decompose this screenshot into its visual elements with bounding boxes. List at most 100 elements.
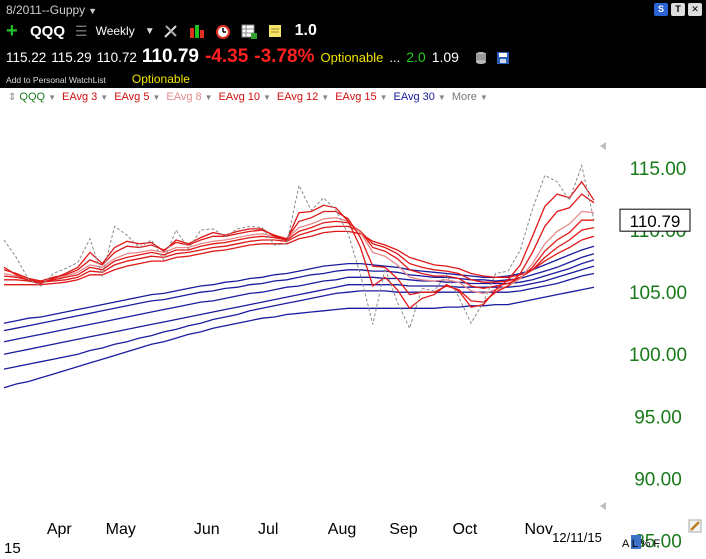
green-value: 2.0 (406, 49, 426, 65)
series-line (3, 219, 594, 290)
legend-label: QQQ (19, 91, 46, 103)
low-price: 110.72 (96, 50, 137, 65)
header-panel: 8/2011--Guppy ▼ S T ✕ + QQQ ☰ Weekly ▼ 1.… (0, 0, 706, 88)
last-price-box (619, 208, 691, 232)
date-label: 12/11/15 (552, 530, 602, 545)
last-price: 110.79 (141, 46, 199, 67)
high-price: 115.29 (51, 50, 92, 65)
series-line (3, 286, 595, 389)
t-icon[interactable]: T (671, 3, 685, 16)
chevron-down-icon: ▼ (437, 93, 446, 102)
optionable-label-2: Optionable (131, 72, 190, 86)
legend-item[interactable]: EAvg 15 ▼ (335, 91, 387, 103)
legend-item[interactable]: EAvg 5 ▼ (114, 91, 160, 103)
legend-label: EAvg 30 (393, 91, 435, 103)
legend-item[interactable]: EAvg 8 ▼ (166, 91, 212, 103)
s-icon[interactable]: S (654, 3, 668, 16)
price-change: -4.35 (204, 46, 249, 67)
bar-chart-icon[interactable] (187, 23, 207, 39)
open-price: 115.22 (6, 50, 47, 65)
alarm-clock-icon[interactable] (213, 23, 233, 39)
series-line (3, 180, 595, 310)
chevron-down-icon: ▼ (100, 93, 109, 102)
chevron-down-icon: ▼ (262, 93, 271, 102)
tools-icon[interactable] (161, 23, 181, 39)
legend-label: EAvg 12 (276, 91, 319, 103)
y-tick-label: 90.00 (634, 469, 682, 490)
layout-title: 8/2011--Guppy (6, 3, 86, 17)
more-ellipsis[interactable]: ... (389, 50, 401, 65)
series-line (3, 245, 595, 324)
close-icon[interactable]: ✕ (688, 3, 702, 16)
x-tick-label: Apr (47, 521, 73, 538)
legend-item[interactable]: QQQ ▼ (19, 91, 56, 103)
x-tick-label: Jul (258, 521, 278, 538)
x-tick-label: Sep (389, 521, 418, 538)
symbol-toolbar: + QQQ ☰ Weekly ▼ 1.0 (6, 21, 317, 41)
scroll-marker-icon (600, 142, 606, 150)
y-tick-label: 95.00 (634, 407, 682, 428)
legend-item[interactable]: More ▼ (452, 91, 488, 103)
grid-add-icon[interactable] (239, 23, 259, 39)
database-icon[interactable] (471, 50, 491, 66)
x-tick-label: Oct (452, 521, 477, 538)
save-icon[interactable] (493, 50, 513, 66)
chevron-down-icon[interactable]: ▼ (144, 25, 155, 37)
list-icon[interactable]: ☰ (75, 22, 88, 39)
chevron-down-icon: ▼ (204, 93, 213, 102)
note-icon[interactable] (265, 23, 285, 39)
last-price-label: 110.79 (630, 212, 681, 231)
series-line (4, 225, 595, 283)
y-tick-label: 105.00 (629, 283, 687, 304)
price-change-pct: -3.78% (254, 46, 315, 67)
x-tick-label: May (106, 521, 136, 538)
scale-value: 1.0 (294, 22, 317, 39)
legend-label: EAvg 3 (61, 91, 98, 103)
legend-item[interactable]: EAvg 12 ▼ (277, 91, 329, 103)
series-line (3, 193, 595, 303)
y-tick-label: 100.00 (629, 345, 687, 366)
x-tick-label: Jun (194, 521, 220, 538)
legend-item[interactable]: EAvg 3 ▼ (62, 91, 108, 103)
quote-row: 115.22 115.29 110.72 110.79 -4.35 -3.78%… (6, 46, 513, 70)
x-tick-label: Nov (524, 521, 552, 538)
layout-selector[interactable]: 8/2011--Guppy ▼ (6, 3, 97, 17)
series-line (3, 265, 595, 355)
pencil-icon[interactable] (688, 519, 702, 533)
drag-handle-icon[interactable]: ⇕ (8, 91, 17, 103)
optionable-label: Optionable (320, 50, 384, 65)
legend-label: EAvg 10 (218, 91, 260, 103)
chevron-down-icon: ▼ (48, 93, 56, 102)
chevron-down-icon: ▼ (479, 93, 488, 102)
chevron-down-icon: ▼ (379, 93, 388, 102)
x-tick-label: Aug (328, 521, 356, 538)
period-select[interactable]: Weekly (95, 24, 135, 38)
scroll-marker-icon (600, 502, 606, 510)
y-tick-label: 115.00 (630, 159, 687, 180)
pencil-icon-body (690, 521, 700, 531)
legend-label: EAvg 8 (166, 91, 202, 103)
add-watchlist-link[interactable]: Add to Personal WatchList (6, 75, 106, 85)
legend-item[interactable]: EAvg 10 ▼ (219, 91, 271, 103)
legend-label: EAvg 15 (335, 91, 377, 103)
white-value: 1.09 (431, 49, 459, 65)
price-chart[interactable]: 115.00110.00105.00100.0095.0090.0085.001… (0, 106, 706, 559)
bottom-left-label: 15 (4, 540, 21, 557)
series-line (3, 253, 595, 332)
chevron-down-icon: ▼ (152, 93, 161, 102)
chevron-down-icon: ▼ (88, 6, 98, 16)
scale-selector[interactable]: A L % F (622, 538, 660, 550)
add-plus-icon[interactable]: + (6, 20, 18, 42)
watchlist-row: Add to Personal WatchList Optionable (6, 72, 190, 86)
legend-item[interactable]: EAvg 30 ▼ (394, 91, 446, 103)
symbol-field[interactable]: QQQ (30, 22, 66, 40)
legend-label: More (451, 91, 477, 103)
window-controls: S T ✕ (654, 3, 702, 16)
chevron-down-icon: ▼ (321, 93, 330, 102)
y-tick-label: 85.00 (634, 531, 682, 552)
series-line (3, 259, 595, 343)
price-line (3, 163, 595, 330)
legend-label: EAvg 5 (114, 91, 150, 103)
log-scale-highlight (631, 535, 641, 549)
indicator-legend: ⇕ QQQ ▼ EAvg 3 ▼ EAvg 5 ▼ EAvg 8 ▼ EAvg 10 ▼ EAvg … (0, 88, 706, 106)
